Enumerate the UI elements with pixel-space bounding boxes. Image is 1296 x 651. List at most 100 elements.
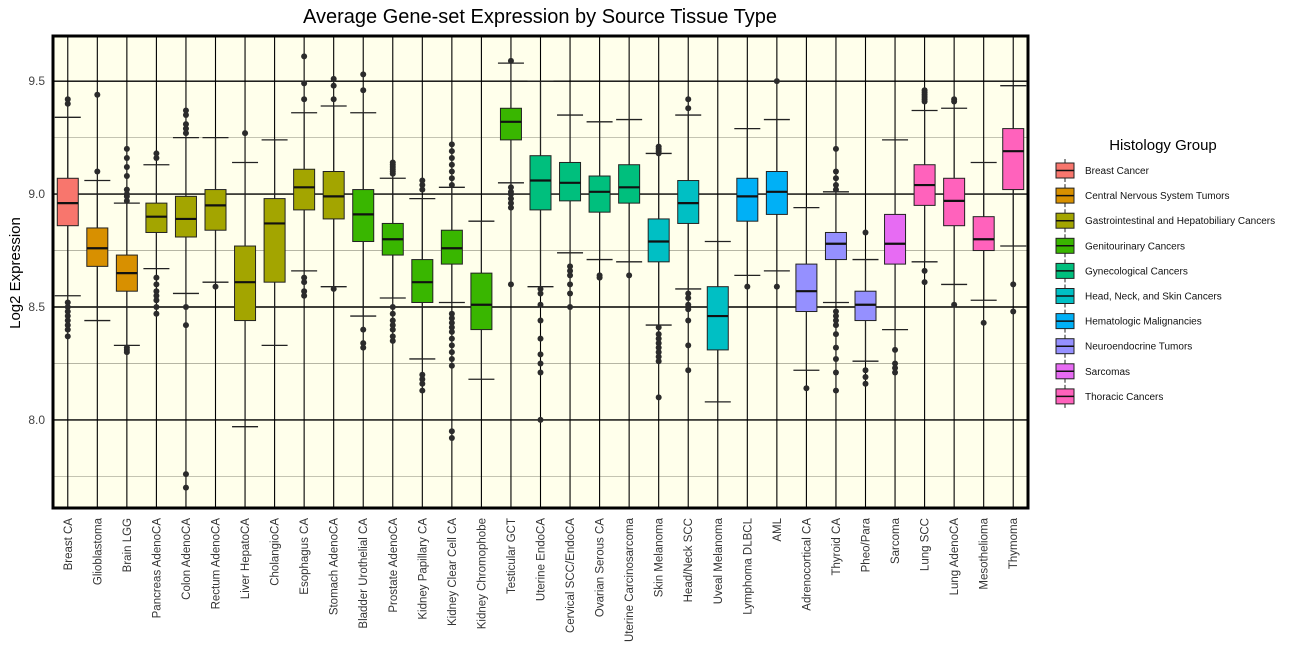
outlier-point <box>448 182 455 189</box>
x-tick-label: Ovarian Serous CA <box>595 518 607 617</box>
box-group <box>704 240 731 403</box>
outlier-point <box>773 78 780 85</box>
outlier-point <box>330 82 337 89</box>
outlier-point <box>655 353 662 360</box>
x-tick-label: Cervical SCC/EndoCA <box>565 518 577 633</box>
outlier-point <box>921 98 928 105</box>
x-tick-label: Lymphoma DLBCL <box>742 517 754 614</box>
outlier-point <box>153 150 160 157</box>
legend-item: Neuroendocrine Tumors <box>1055 334 1192 358</box>
box-iqr <box>470 272 493 331</box>
outlier-point <box>153 274 160 281</box>
outlier-point <box>153 288 160 295</box>
outlier-point <box>448 315 455 322</box>
outlier-point <box>862 229 869 236</box>
box-group <box>763 78 790 290</box>
legend-label: Genitourinary Cancers <box>1085 241 1185 252</box>
box-iqr <box>174 195 197 238</box>
outlier-point <box>448 161 455 168</box>
x-tick-label: Head/Neck SCC <box>683 518 695 602</box>
x-tick-label: Uterine EndoCA <box>536 518 548 601</box>
box-iqr <box>1002 128 1025 191</box>
box-group <box>911 87 938 286</box>
outlier-point <box>94 91 101 98</box>
outlier-point <box>448 335 455 342</box>
outlier-point <box>301 292 308 299</box>
outlier-point <box>567 290 574 297</box>
outlier-point <box>567 304 574 311</box>
outlier-point <box>832 145 839 152</box>
outlier-point <box>537 416 544 423</box>
outlier-point <box>507 184 514 191</box>
box-iqr <box>352 189 375 243</box>
outlier-point <box>153 297 160 304</box>
outlier-point <box>419 380 426 387</box>
outlier-point <box>862 367 869 374</box>
outlier-point <box>832 175 839 182</box>
outlier-point <box>301 80 308 87</box>
outlier-point <box>507 195 514 202</box>
outlier-point <box>419 186 426 193</box>
outlier-point <box>685 342 692 349</box>
outlier-point <box>389 304 396 311</box>
outlier-point <box>537 369 544 376</box>
outlier-point <box>419 371 426 378</box>
outlier-point <box>123 154 130 161</box>
outlier-point <box>242 130 249 137</box>
box-group <box>379 159 406 344</box>
outlier-point <box>951 98 958 105</box>
outlier-point <box>182 471 189 478</box>
outlier-point <box>419 182 426 189</box>
outlier-point <box>655 349 662 356</box>
outlier-point <box>64 100 71 107</box>
outlier-point <box>537 351 544 358</box>
x-tick-label: Glioblastoma <box>92 517 104 585</box>
box-group <box>320 75 347 292</box>
outlier-point <box>921 279 928 286</box>
box-group <box>586 121 613 281</box>
box-iqr <box>440 229 463 265</box>
outlier-point <box>419 376 426 383</box>
legend-label: Central Nervous System Tumors <box>1085 191 1230 202</box>
outlier-point <box>448 148 455 155</box>
legend: Breast Cancer Central Nervous System Tumo… <box>1055 159 1275 408</box>
outlier-point <box>389 317 396 324</box>
box-iqr <box>618 164 641 204</box>
x-tick-label: Breast CA <box>63 518 75 571</box>
box-iqr <box>795 263 818 313</box>
x-tick-label: Mesothelioma <box>979 517 991 589</box>
box-iqr <box>293 168 316 211</box>
x-tick-label: Uveal Melanoma <box>713 517 725 604</box>
outlier-point <box>448 310 455 317</box>
outlier-point <box>64 308 71 315</box>
x-tick-label: Pheo/Para <box>861 517 873 572</box>
outlier-point <box>655 335 662 342</box>
outlier-point <box>182 130 189 137</box>
box-iqr <box>706 286 729 351</box>
outlier-point <box>123 349 130 356</box>
outlier-point <box>123 186 130 193</box>
outlier-point <box>951 301 958 308</box>
x-tick-label: Brain LGG <box>122 518 134 572</box>
outlier-point <box>596 274 603 281</box>
outlier-point <box>744 283 751 290</box>
outlier-point <box>685 306 692 313</box>
box-iqr <box>559 161 582 202</box>
outlier-point <box>123 197 130 204</box>
outlier-point <box>507 204 514 211</box>
outlier-point <box>182 322 189 329</box>
outlier-point <box>182 112 189 119</box>
legend-item: Gynecological Cancers <box>1055 259 1188 283</box>
box-iqr <box>677 180 700 224</box>
outlier-point <box>182 484 189 491</box>
outlier-point <box>64 317 71 324</box>
outlier-point <box>862 374 869 381</box>
legend-item: Breast Cancer <box>1055 159 1150 182</box>
box-group <box>616 118 643 279</box>
outlier-point <box>773 283 780 290</box>
box-iqr <box>411 259 434 303</box>
box-group <box>852 229 879 387</box>
outlier-point <box>389 333 396 340</box>
outlier-point <box>64 322 71 329</box>
box-group <box>822 145 849 394</box>
